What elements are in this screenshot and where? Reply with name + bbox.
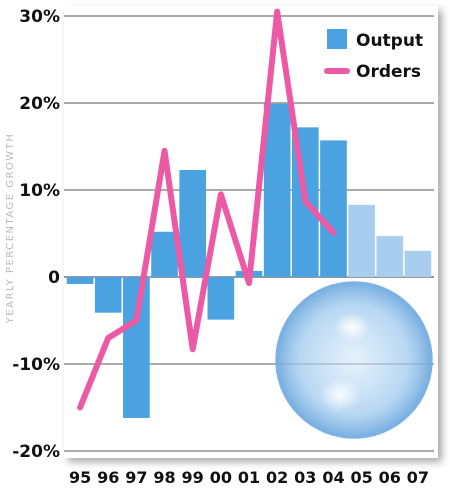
x-tick-label: 99 [182, 468, 204, 487]
x-tick-label: 04 [322, 468, 344, 487]
y-tick-label: -10% [12, 355, 60, 375]
y-tick-labels: 30% 20% 10% 0 -10% -20% [12, 7, 60, 462]
bar-06 [376, 236, 404, 277]
y-axis-label: YEARLY PERCENTAGE GROWTH [5, 133, 16, 325]
y-tick-label: 20% [19, 94, 60, 114]
y-tick-label: 10% [19, 181, 60, 201]
legend-label-output: Output [356, 31, 423, 51]
x-tick-label: 07 [407, 468, 429, 487]
x-tick-label: 02 [266, 468, 288, 487]
legend-swatch-output [327, 29, 347, 49]
output-bars [66, 103, 432, 418]
bubble-decoration [275, 281, 433, 439]
y-tick-label: 0 [48, 268, 60, 288]
orders-line [77, 8, 337, 411]
y-tick-label: 30% [19, 7, 60, 27]
bar-02 [263, 103, 291, 278]
y-tick-label: -20% [12, 442, 60, 462]
x-tick-label: 96 [97, 468, 119, 487]
x-tick-label: 05 [350, 468, 372, 487]
x-tick-label: 97 [125, 468, 147, 487]
bar-05 [348, 204, 375, 277]
x-tick-labels: 95 96 97 98 99 00 01 02 03 04 05 06 07 [69, 468, 429, 487]
x-tick-label: 98 [153, 468, 175, 487]
bar-95 [66, 277, 94, 284]
legend-label-orders: Orders [356, 62, 421, 82]
bar-07 [404, 250, 432, 277]
x-tick-label: 03 [294, 468, 316, 487]
bar-00 [207, 277, 235, 320]
bar-98 [151, 231, 178, 277]
bar-04 [320, 140, 347, 277]
x-tick-label: 95 [69, 468, 91, 487]
x-tick-label: 00 [210, 468, 232, 487]
bar-99 [179, 169, 207, 277]
x-tick-label: 01 [238, 468, 260, 487]
legend: Output Orders [324, 29, 423, 82]
bar-97 [123, 277, 150, 418]
x-tick-label: 06 [379, 468, 401, 487]
bar-96 [94, 277, 122, 313]
orders-line-group [77, 8, 337, 411]
